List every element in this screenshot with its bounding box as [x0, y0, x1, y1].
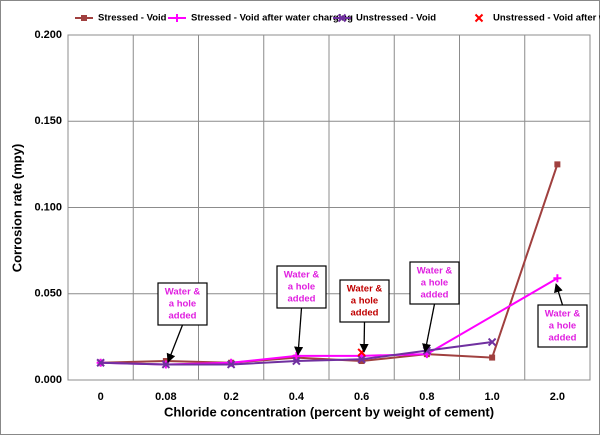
annotation-text: a hole: [288, 282, 315, 293]
annotation-box: [339, 279, 390, 323]
annotation-text: a hole: [549, 321, 576, 332]
x-tick-label: 0: [98, 391, 104, 403]
legend-label: Unstressed - Void: [356, 13, 436, 24]
x-tick-label: 2.0: [550, 391, 565, 403]
annotation-text: Water &: [545, 309, 581, 320]
marker: [489, 354, 496, 361]
legend-label: Unstressed - Void after water charging: [493, 13, 600, 24]
marker: [554, 161, 561, 168]
annotation-text: added: [421, 290, 449, 301]
annotation-box: [157, 282, 208, 326]
annotation-box: [537, 304, 588, 348]
marker: [292, 356, 301, 366]
annotation-arrow: [166, 324, 184, 363]
annotation-text: added: [288, 294, 316, 305]
marker: [357, 355, 366, 364]
annotation-arrow: [554, 283, 564, 306]
x-tick-label: 1.0: [484, 391, 499, 403]
legend-label: Stressed - Void: [98, 13, 167, 24]
annotation-text: Water &: [165, 287, 201, 298]
annotation-text: a hole: [421, 278, 448, 289]
legend-label: Stressed - Void after water charging: [191, 13, 353, 24]
marker: [96, 358, 105, 367]
plot-frame: [67, 34, 591, 381]
annotation-text: Water &: [417, 266, 453, 277]
annotation-text: added: [351, 308, 379, 319]
y-tick-label: 0.150: [34, 115, 62, 127]
annotation-text: a hole: [169, 299, 196, 310]
x-tick-label: 0.6: [354, 391, 369, 403]
annotation-text: added: [549, 333, 577, 344]
marker: [474, 13, 484, 23]
x-axis-label: Chloride concentration (percent by weigh…: [164, 404, 494, 419]
marker: [358, 358, 365, 365]
marker: [173, 14, 181, 22]
marker: [553, 274, 562, 283]
annotation-arrow: [294, 307, 304, 356]
annotation-arrow: [422, 303, 436, 353]
y-tick-label: 0.000: [34, 374, 62, 386]
annotation-text: a hole: [351, 296, 378, 307]
annotation-text: Water &: [347, 284, 383, 295]
y-axis-label: Corrosion rate (mpy): [9, 144, 24, 273]
marker: [226, 360, 236, 369]
annotation-box: [276, 265, 327, 309]
y-tick-label: 0.200: [34, 29, 62, 41]
marker: [487, 337, 497, 347]
y-tick-label: 0.050: [34, 288, 62, 300]
marker: [337, 13, 347, 23]
y-tick-label: 0.100: [34, 201, 62, 213]
annotation-text: added: [169, 311, 197, 322]
annotation-text: Water &: [284, 270, 320, 281]
marker: [81, 15, 87, 21]
x-tick-label: 0.8: [419, 391, 434, 403]
annotation-box: [409, 261, 460, 305]
annotation-arrow: [359, 321, 369, 353]
x-tick-label: 0.08: [155, 391, 176, 403]
x-tick-label: 0.2: [223, 391, 238, 403]
x-tick-label: 0.4: [289, 391, 305, 403]
